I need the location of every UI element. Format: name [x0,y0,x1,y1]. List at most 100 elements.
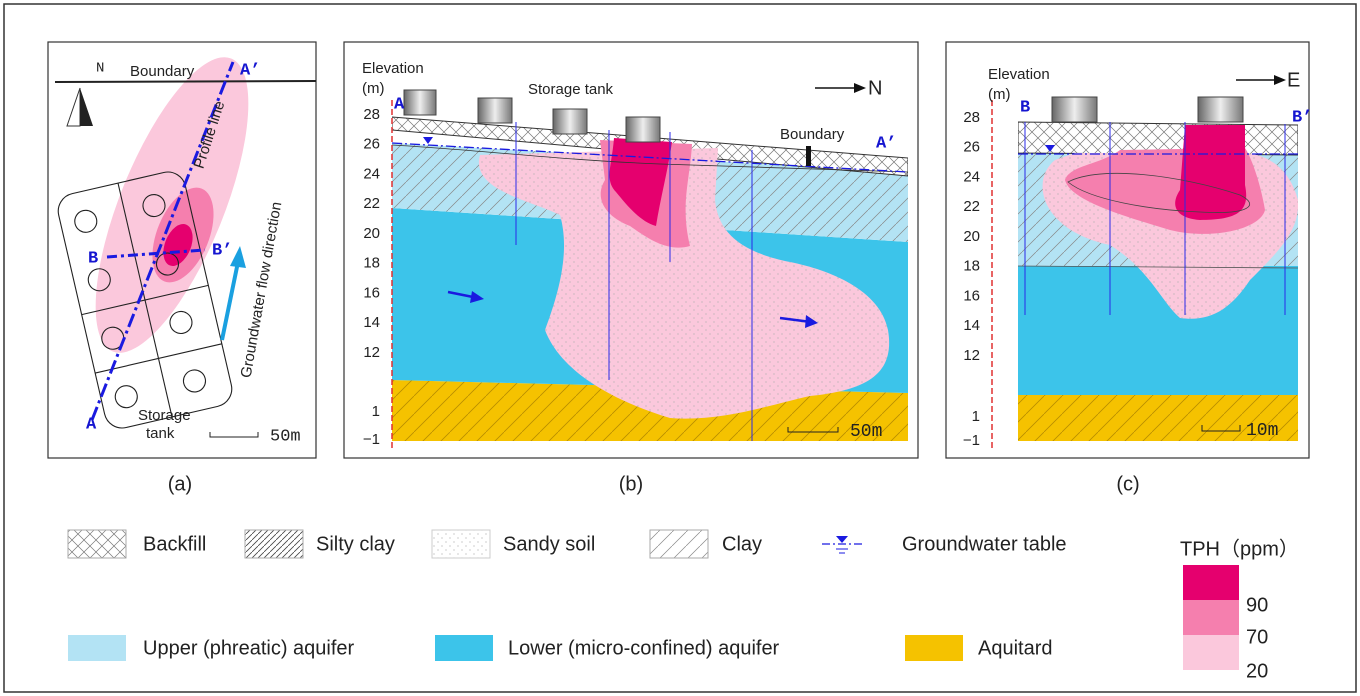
tph-level: 20 [1246,660,1268,682]
tph-level: 70 [1246,626,1268,648]
label: B [1020,98,1030,117]
elevation-tick-label: 26 [363,136,380,153]
plume-core [163,224,193,266]
profile-line-aa [90,61,235,421]
water-table-symbol [423,137,433,144]
elevation-tick-label: 12 [363,344,380,361]
direction-arrow-head [1274,75,1286,85]
elevation-tick-label: 24 [363,165,380,182]
legend-swatch [435,635,493,661]
label: (m) [362,80,385,97]
label: Elevation [362,60,424,77]
boundary-line [54,80,317,83]
storage-tank [552,108,588,135]
storage-tank [1051,96,1098,123]
storage-tank [1197,96,1244,123]
elevation-tick-label: 22 [363,195,380,212]
layer-line [392,144,908,173]
elevation-ticks: 28 26 24 22 20 18 16 14 12 1 −1 [963,109,980,449]
plume-90 [609,138,672,226]
layer-line [1018,265,1298,269]
elevation-tick-label: 24 [963,168,980,185]
panel-a: N Boundary A’ Profile line B B’ Groundwa… [47,41,317,495]
scale-bar [209,432,259,438]
caption: (b) [619,473,643,495]
label: Boundary [130,63,195,80]
caption: (c) [1116,473,1139,495]
legend-label: Groundwater table [902,533,1067,555]
elevation-tick-label: 14 [363,314,380,331]
profile-line-bb [106,248,206,259]
tph-swatch [1183,600,1239,635]
label: B’ [1292,108,1312,127]
label: B [88,249,98,268]
boundary-marker [806,146,811,166]
elevation-tick-label: 1 [972,408,980,425]
elevation-tick-label: 18 [963,258,980,275]
label: Boundary [780,126,845,143]
water-table [392,142,908,173]
label: Storage [138,407,191,424]
label: Elevation [988,66,1050,83]
north-arrow [80,88,93,126]
legend-swatch [649,529,709,559]
storage-tank [625,116,661,143]
scale-bar [1201,425,1241,432]
legend-swatch [67,529,127,559]
direction-arrow-head [854,83,866,93]
cross-section [392,116,908,441]
lens-outline [1067,172,1251,213]
legend-label: Silty clay [316,533,395,555]
panel-c: Elevation (m) B B’ E 10m (c) 28 26 24 22 20 1… [945,41,1312,495]
tph-level: 90 [1246,594,1268,616]
label: N [868,77,882,99]
elevation-tick-label: 16 [963,287,980,304]
scale-label: 50m [270,427,301,446]
elevation-tick-label: 14 [963,317,980,334]
water-table-symbol [1045,145,1055,152]
elevation-tick-label: 1 [372,403,380,420]
elevation-tick-label: −1 [963,432,980,449]
legend-swatch [431,529,491,559]
scale-label: 10m [1246,421,1278,441]
elevation-tick-label: 20 [363,225,380,242]
tph-title: TPH（ppm） [1180,537,1299,560]
elevation-tick-label: 16 [363,284,380,301]
storage-area [57,171,233,429]
elevation-ticks: 28 26 24 22 20 18 16 14 12 1 −1 [363,106,380,448]
legend: Backfill Silty clay Sandy soil Clay Grou… [67,529,1299,682]
label: N [96,61,104,77]
label: Storage tank [528,81,614,98]
label: A’ [240,61,260,80]
aquitard-hatch [1018,395,1298,441]
panel-b: Elevation (m) A Storage tank N Boundary … [343,41,919,495]
storage-tank [403,89,437,116]
elevation-tick-label: 28 [363,106,380,123]
legend-label: Aquitard [978,637,1053,659]
outer-frame [3,3,1357,693]
cross-section [1018,121,1298,441]
legend-label: Lower (micro-confined) aquifer [508,637,780,659]
elevation-tick-label: 28 [963,109,980,126]
scale-label: 50m [850,422,882,442]
legend-swatch [822,536,862,554]
sandy-dots [478,148,890,419]
legend-label: Upper (phreatic) aquifer [143,637,355,659]
scale-bar [787,427,839,433]
storage-tank [477,97,513,124]
elevation-tick-label: 20 [963,228,980,245]
elevation-tick-label: −1 [363,431,380,448]
label: E [1287,69,1300,91]
caption: (a) [168,473,192,495]
elevation-tick-label: 12 [963,347,980,364]
legend-label: Backfill [143,533,206,555]
flow-arrow [220,261,240,341]
legend-swatch [68,635,126,661]
label: A’ [876,134,896,153]
label: A [86,415,97,434]
legend-swatch [244,529,304,559]
legend-label: Clay [722,533,762,555]
label: (m) [988,86,1011,103]
label: tank [146,425,175,442]
